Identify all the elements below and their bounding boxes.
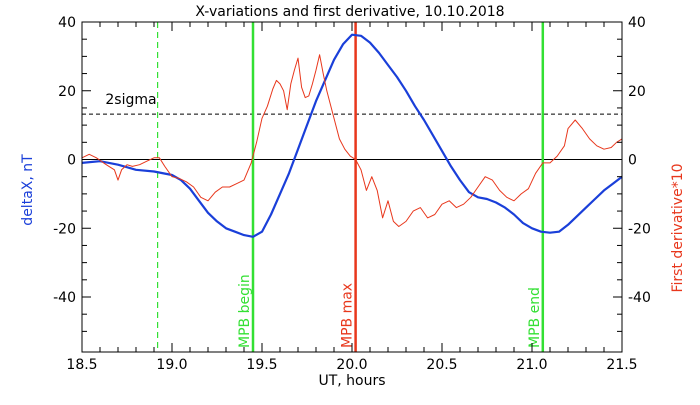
x-axis-label: UT, hours [318,373,385,389]
reference-lines-layer: 2sigma [82,92,622,160]
x-tick-label: 19.5 [246,357,277,373]
series-line-derivative [81,54,623,227]
vertical-marker-label-mpb-begin: MPB begin [237,274,253,348]
chart-title: X-variations and first derivative, 10.10… [195,4,504,20]
reference-line-label: 2sigma [105,92,156,108]
x-tick-label: 21.0 [516,357,547,373]
x-tick-label: 19.0 [156,357,187,373]
vertical-marker-label-mpb-end: MPB end [527,287,543,348]
y-tick-label-left: -40 [53,290,76,306]
y-tick-label-left: -20 [53,221,76,237]
y-tick-label-right: -40 [628,290,651,306]
vertical-markers-layer: MPB begin MPB max MPB end [157,22,545,352]
x-tick-label: 20.5 [426,357,457,373]
y-tick-label-left: 20 [58,84,76,100]
axes-layer: 18.5 19.0 19.5 20.0 20.5 21.0 21.5 -40 -40 -20 -20… [53,15,651,373]
series-line-deltax [81,33,623,238]
x-tick-label: 20.0 [336,357,367,373]
series-layer [81,33,623,238]
y-axis-label-right: First derivative*10 [670,163,686,292]
y-tick-label-right: -20 [628,221,651,237]
y-tick-label-right: 20 [628,84,646,100]
y-tick-label-right: 40 [628,15,646,31]
y-tick-label-left: 0 [67,153,76,169]
vertical-marker-label-mpb-max: MPB max [340,283,356,348]
x-tick-label: 21.5 [606,357,637,373]
y-tick-label-right: 0 [628,153,637,169]
y-axis-label-left: deltaX, nT [20,154,36,226]
x-tick-label: 18.5 [66,357,97,373]
y-tick-label-left: 40 [58,15,76,31]
